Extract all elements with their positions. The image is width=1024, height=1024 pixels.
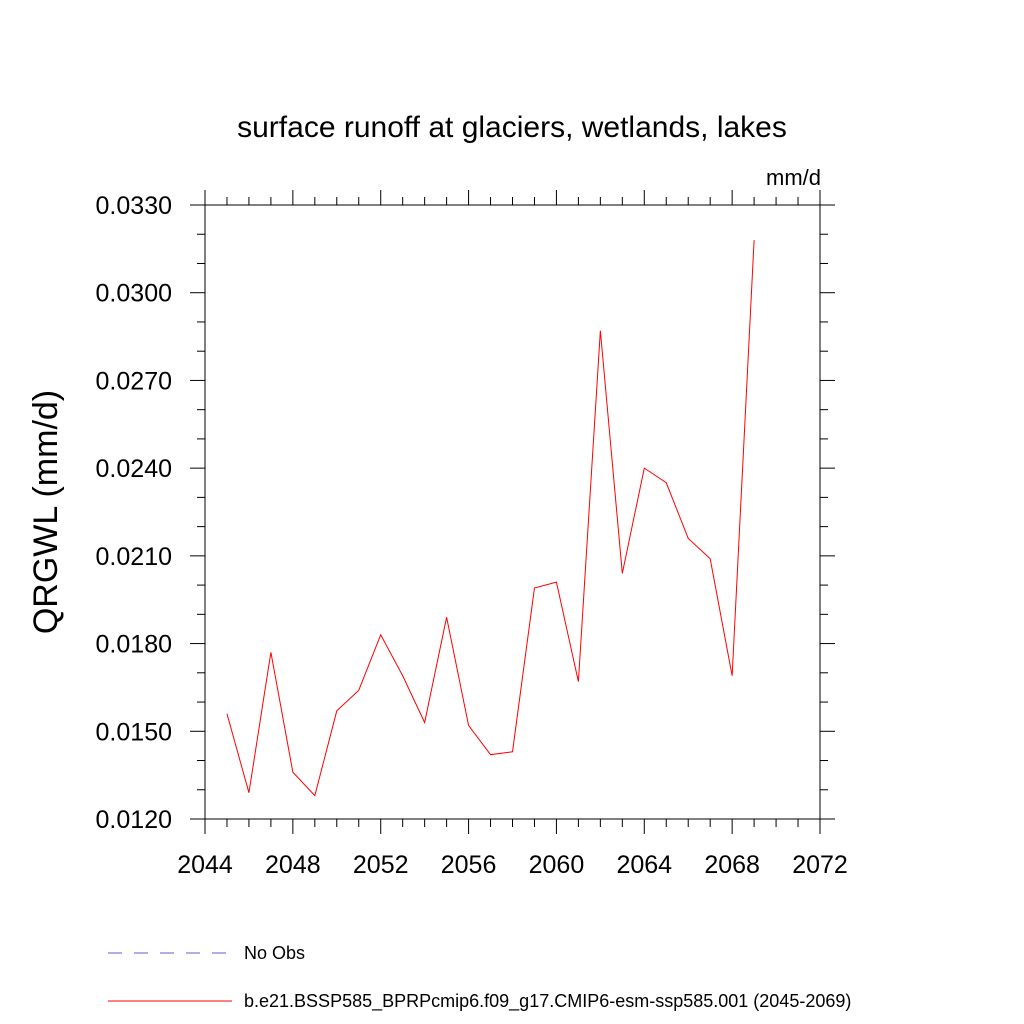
axis-ticks [190,190,835,834]
y-tick-label: 0.0270 [96,367,172,395]
legend-label-model: b.e21.BSSP585_BPRPcmip6.f09_g17.CMIP6-es… [244,991,851,1012]
y-tick-label: 0.0150 [96,718,172,746]
data-series [226,240,755,797]
x-tick-label: 2068 [704,851,760,879]
x-tick-label: 2072 [792,851,848,879]
y-tick-label: 0.0180 [96,631,172,659]
y-tick-label: 0.0330 [96,192,172,220]
series-line [226,240,755,797]
y-axis-label: QRGWL (mm/d) [27,390,65,634]
legend: No Obs b.e21.BSSP585_BPRPcmip6.f09_g17.C… [108,943,851,1012]
y-tick-label: 0.0120 [96,806,172,834]
x-tick-label: 2052 [353,851,409,879]
y-tick-label: 0.0240 [96,455,172,483]
y-tick-label: 0.0300 [96,280,172,308]
chart-title: surface runoff at glaciers, wetlands, la… [237,111,787,144]
x-tick-label: 2048 [265,851,321,879]
y-tick-label: 0.0210 [96,543,172,571]
x-axis-tick-labels: 2044 2048 2052 2056 2060 2064 2068 2072 [177,851,848,879]
x-tick-label: 2064 [616,851,672,879]
plot-frame [204,204,821,820]
y-axis-tick-labels: 0.0120 0.0150 0.0180 0.0210 0.0240 0.0270 0.03… [96,192,172,834]
legend-label-no-obs: No Obs [244,943,305,963]
units-label: mm/d [766,165,821,190]
x-tick-label: 2056 [441,851,497,879]
x-tick-label: 2044 [177,851,233,879]
x-tick-label: 2060 [529,851,585,879]
